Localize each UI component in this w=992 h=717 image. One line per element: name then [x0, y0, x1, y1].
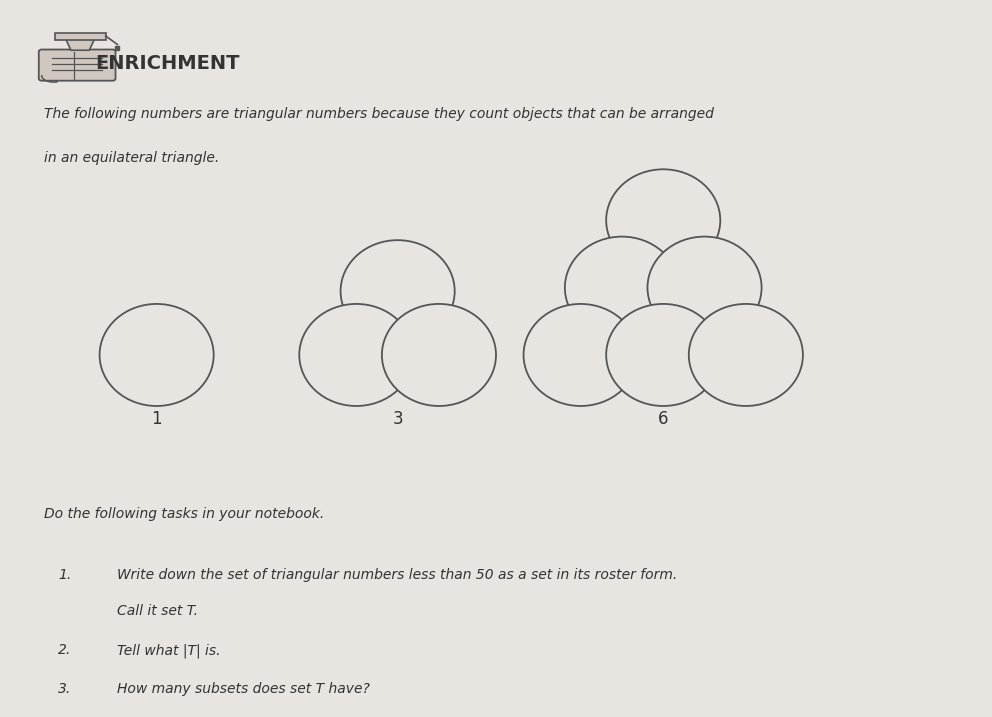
Ellipse shape: [688, 304, 803, 406]
Ellipse shape: [648, 237, 762, 338]
Text: 1.: 1.: [59, 568, 71, 581]
Text: 3: 3: [392, 409, 403, 428]
Text: Tell what |T| is.: Tell what |T| is.: [117, 643, 221, 658]
Text: Do the following tasks in your notebook.: Do the following tasks in your notebook.: [44, 508, 323, 521]
Text: in an equilateral triangle.: in an equilateral triangle.: [44, 151, 219, 165]
Text: Write down the set of triangular numbers less than 50 as a set in its roster for: Write down the set of triangular numbers…: [117, 568, 678, 581]
Ellipse shape: [606, 304, 720, 406]
Text: 6: 6: [658, 409, 669, 428]
Ellipse shape: [606, 169, 720, 271]
Ellipse shape: [382, 304, 496, 406]
Text: 1: 1: [152, 409, 162, 428]
Text: Call it set T.: Call it set T.: [117, 604, 198, 618]
Text: 3.: 3.: [59, 683, 71, 696]
Text: ENRICHMENT: ENRICHMENT: [95, 54, 239, 73]
Ellipse shape: [99, 304, 213, 406]
Ellipse shape: [300, 304, 414, 406]
Ellipse shape: [524, 304, 638, 406]
Ellipse shape: [340, 240, 454, 342]
Text: How many subsets does set T have?: How many subsets does set T have?: [117, 683, 370, 696]
Polygon shape: [65, 39, 94, 50]
Text: 2.: 2.: [59, 643, 71, 657]
FancyBboxPatch shape: [39, 49, 115, 81]
FancyBboxPatch shape: [55, 33, 105, 40]
Text: The following numbers are triangular numbers because they count objects that can: The following numbers are triangular num…: [44, 107, 713, 121]
Ellipse shape: [564, 237, 679, 338]
